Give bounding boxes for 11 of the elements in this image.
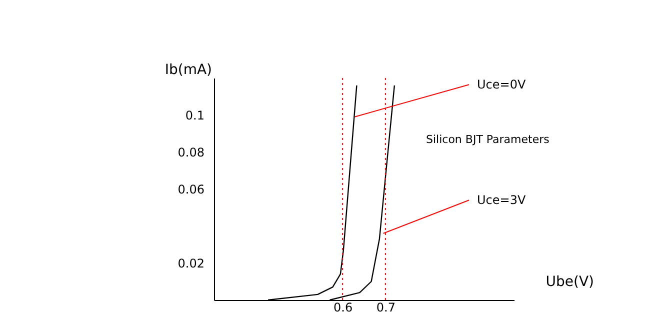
annotation: Silicon BJT Parameters [426,133,550,146]
y-tick-label: 0.02 [178,256,204,270]
annotation: Uce=0V [477,78,526,92]
x-tick-label: 0.7 [376,300,396,314]
y-tick-label: 0.08 [178,146,204,160]
annotation: Uce=3V [477,193,526,208]
y-axis-title: Ib(mA) [164,62,212,78]
y-tick-label: 0.1 [185,108,204,122]
x-axis-title: Ube(V) [546,274,594,290]
y-tick-label: 0.06 [178,182,204,196]
x-tick-label: 0.6 [334,300,353,314]
